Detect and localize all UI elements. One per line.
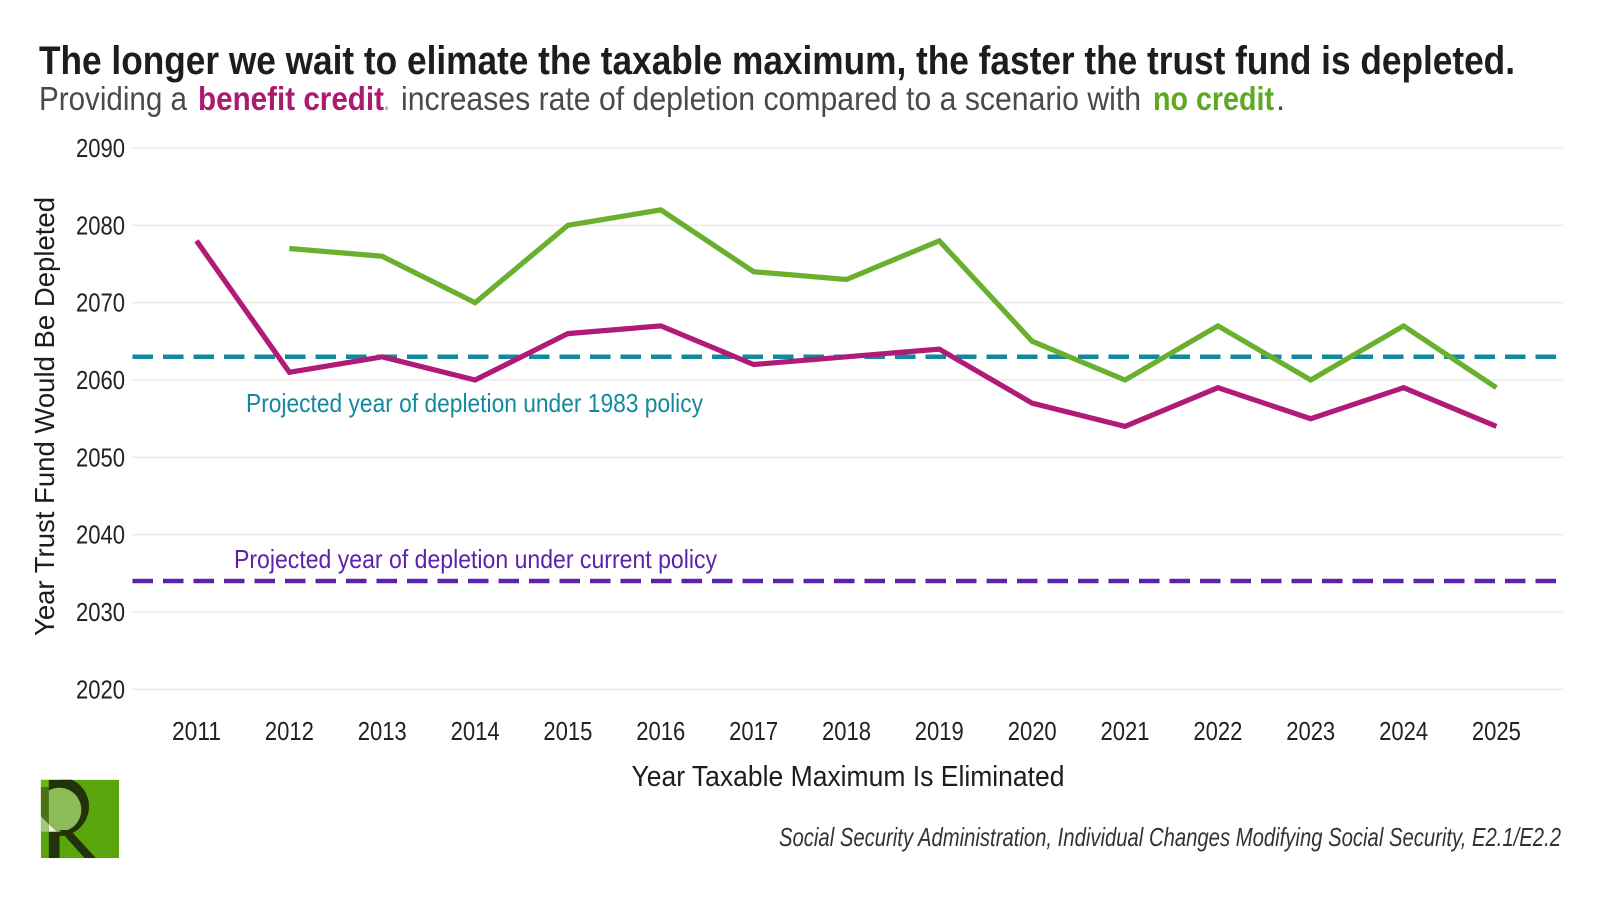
svg-text:2050: 2050 [76,442,125,472]
svg-text:.: . [382,80,391,117]
svg-text:2060: 2060 [76,365,125,395]
svg-text:2016: 2016 [636,716,685,746]
svg-text:no credit: no credit [1153,80,1274,117]
svg-text:2014: 2014 [451,716,500,746]
svg-text:2017: 2017 [729,716,778,746]
svg-text:benefit credit: benefit credit [198,80,384,117]
svg-text:2090: 2090 [76,133,125,163]
svg-text:2011: 2011 [172,716,221,746]
svg-text:Projected year of depletion un: Projected year of depletion under curren… [234,544,717,574]
svg-text:2080: 2080 [76,210,125,240]
svg-text:.: . [1276,80,1285,117]
svg-text:2070: 2070 [76,288,125,318]
svg-text:2012: 2012 [265,716,314,746]
svg-text:2030: 2030 [76,597,125,627]
svg-text:2020: 2020 [1008,716,1057,746]
svg-text:The longer we wait to elimate: The longer we wait to elimate the taxabl… [39,39,1515,83]
svg-text:Providing a: Providing a [39,80,188,117]
svg-text:2023: 2023 [1286,716,1335,746]
svg-text:2025: 2025 [1472,716,1521,746]
svg-text:2019: 2019 [915,716,964,746]
svg-text:2040: 2040 [76,520,125,550]
svg-text:2020: 2020 [76,674,125,704]
svg-text:2024: 2024 [1379,716,1428,746]
svg-text:2013: 2013 [358,716,407,746]
svg-text:2021: 2021 [1101,716,1150,746]
svg-text:2018: 2018 [822,716,871,746]
svg-text:Projected year of depletion un: Projected year of depletion under 1983 p… [246,388,703,418]
svg-text:increases rate of depletion co: increases rate of depletion compared to … [401,80,1141,117]
svg-text:2015: 2015 [543,716,592,746]
svg-text:Year Trust Fund Would Be Deple: Year Trust Fund Would Be Depleted [29,197,60,636]
svg-text:Social Security Administration: Social Security Administration, Individu… [779,822,1561,852]
svg-text:Year Taxable Maximum Is Elimin: Year Taxable Maximum Is Eliminated [632,761,1065,793]
svg-text:2022: 2022 [1193,716,1242,746]
